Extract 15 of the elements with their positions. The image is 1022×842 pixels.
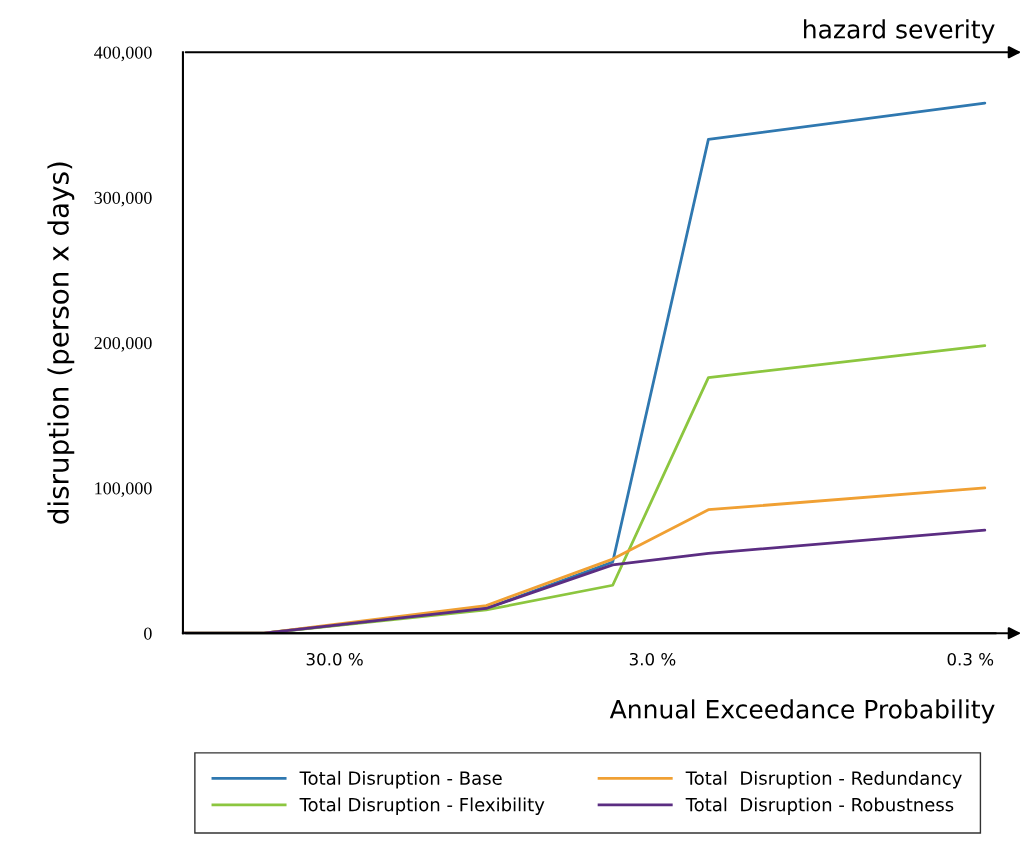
y-tick-label: 100,000 <box>95 482 152 497</box>
y-tick-label: 200,000 <box>94 336 152 352</box>
x-axis-title: Annual Exceedance Probability <box>609 699 995 724</box>
x-tick-label: 30.0 % <box>306 652 363 666</box>
x-tick-label: 3.0 % <box>629 652 676 666</box>
x-tick-label: 0.3 % <box>947 652 994 666</box>
text: hazard severity <box>804 19 995 44</box>
legend-label: Total Disruption - Base <box>299 770 502 789</box>
legend-label: Total Disruption - Flexibility <box>299 797 545 815</box>
y-tick-label: 300,000 <box>94 191 152 207</box>
y-axis-title: disruption (person x days) <box>47 162 75 524</box>
legend-label: Total Disruption - Redundancy <box>685 770 962 789</box>
y-tick-label: 400,000 <box>94 46 152 62</box>
legend-label: Total Disruption - Robustness <box>685 797 954 815</box>
y-tick-label: 0 <box>144 627 152 640</box>
